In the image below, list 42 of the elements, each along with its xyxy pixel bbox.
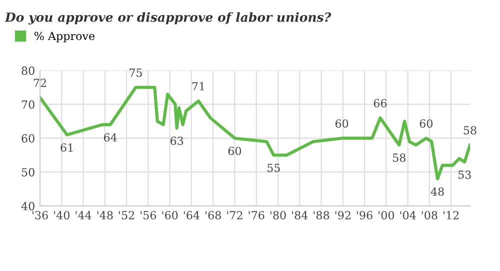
x-tick-label: '40: [54, 211, 70, 220]
x-tick-label: '76: [248, 211, 264, 220]
x-tick-label: '52: [119, 211, 134, 220]
y-tick-label: 50: [22, 168, 34, 176]
annotation: 58: [464, 126, 476, 134]
annotation: 66: [374, 98, 387, 108]
x-tick-label: '48: [97, 211, 113, 220]
annotation: 75: [130, 68, 142, 77]
x-tick-label: '04: [400, 211, 416, 220]
x-tick-label: '56: [140, 211, 156, 220]
x-tick-label: '80: [270, 211, 286, 220]
annotation: 55: [268, 164, 280, 172]
annotation: 61: [60, 143, 73, 152]
annotation: 58: [393, 154, 406, 162]
y-tick-label: 80: [22, 66, 34, 75]
annotation: 60: [335, 119, 348, 128]
legend-label: % Approve: [34, 32, 95, 42]
y-tick-label: 40: [21, 202, 34, 210]
chart-title: Do you approve or disapprove of labor unions?: [4, 12, 332, 24]
x-tick-label: '84: [292, 211, 308, 220]
annotation: 72: [34, 78, 46, 87]
x-tick-label: '92: [335, 211, 350, 220]
annotation: 64: [104, 133, 117, 142]
annotation: 63: [170, 136, 184, 145]
x-tick-label: '64: [184, 211, 200, 220]
x-tick-label: '44: [76, 211, 92, 220]
annotation: 48: [430, 187, 444, 196]
x-tick-label: '00: [378, 211, 394, 220]
x-tick-label: '60: [162, 211, 178, 220]
annotation: 71: [192, 82, 204, 90]
y-tick-label: 60: [22, 134, 34, 143]
x-tick-label: '72: [227, 211, 242, 220]
x-tick-label: '68: [206, 211, 221, 220]
x-tick-label: '12: [444, 211, 459, 220]
y-tick-label: 70: [22, 100, 34, 109]
annotation: 53: [458, 170, 471, 179]
x-tick-label: '36: [32, 211, 48, 220]
annotation: 60: [228, 146, 242, 156]
annotation: 60: [420, 119, 433, 128]
x-tick-label: '96: [357, 211, 372, 220]
x-tick-label: '08: [422, 211, 438, 220]
x-tick-label: '88: [314, 211, 330, 220]
